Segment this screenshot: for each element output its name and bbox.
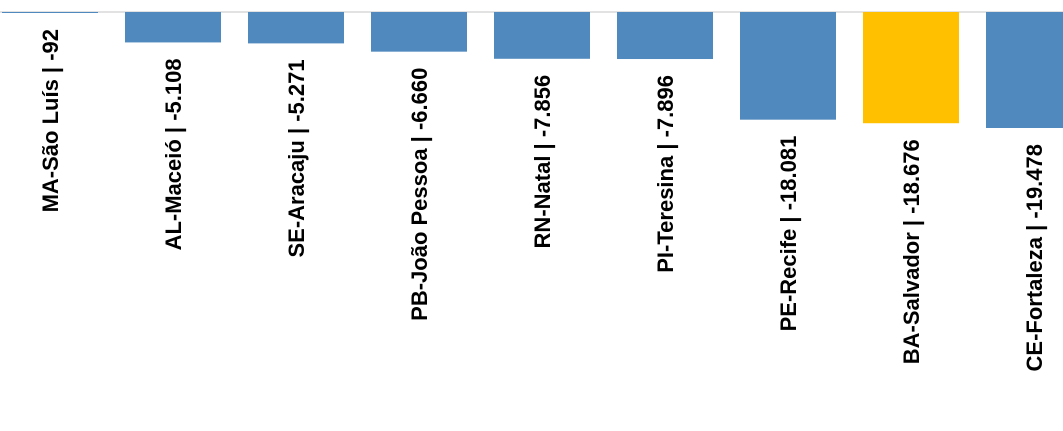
category-labels-group: MA-São Luís | -92 AL-Maceió | -5.108 SE-Ar… [38, 29, 1047, 371]
bar-9 [986, 12, 1063, 128]
category-label-9: CE-Fortaleza | -19.478 [1022, 144, 1047, 371]
category-label-7: PE-Recife | -18.081 [776, 136, 801, 332]
bar-1 [2, 12, 98, 13]
category-label-3: SE-Aracaju | -5.271 [284, 59, 309, 257]
bars-group [2, 12, 1063, 128]
bar-2 [125, 12, 221, 43]
bar-6 [617, 12, 713, 60]
category-label-5: RN-Natal | -7.856 [530, 75, 555, 249]
bar-8 [863, 12, 959, 124]
bar-4 [371, 12, 467, 52]
bar-5 [494, 12, 590, 59]
category-label-1: MA-São Luís | -92 [38, 29, 63, 212]
category-label-2: AL-Maceió | -5.108 [161, 58, 186, 250]
bar-3 [248, 12, 344, 44]
category-label-4: PB-João Pessoa | -6.660 [407, 68, 432, 321]
category-label-8: BA-Salvador | -18.676 [899, 139, 924, 364]
category-label-6: PI-Teresina | -7.896 [653, 75, 678, 273]
bar-7 [740, 12, 836, 120]
